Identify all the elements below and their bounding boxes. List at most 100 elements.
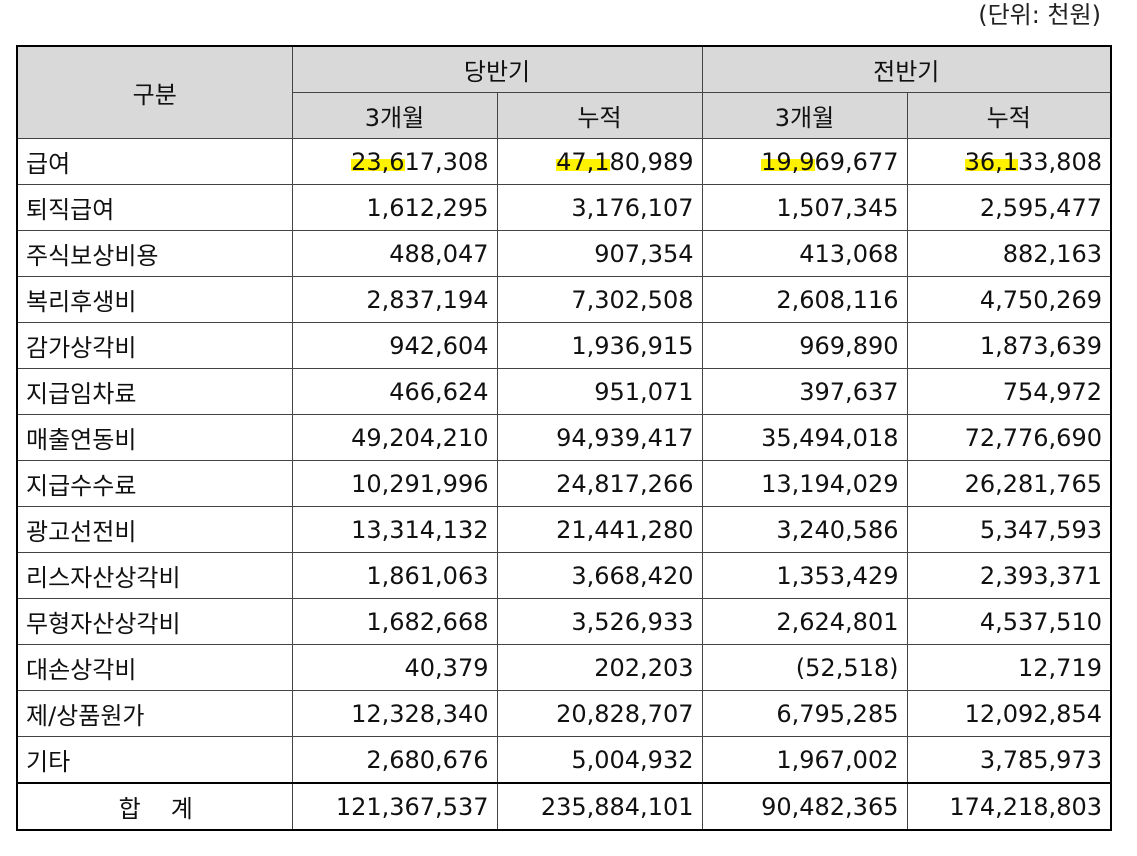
cell-current-cumulative: 951,071: [496, 368, 703, 415]
row-label: 지급수수료: [16, 460, 293, 507]
cell-current-3months: 40,379: [291, 644, 498, 691]
cell-current-cumulative: 20,828,707: [496, 690, 703, 737]
cell-prior-3months: 2,624,801: [701, 598, 908, 645]
cell-current-cumulative: 24,817,266: [496, 460, 703, 507]
row-label: 급여: [16, 138, 293, 185]
table-row: 급여 23,617,308 47,180,989 19,969,677 36,133,8…: [16, 138, 1112, 185]
row-label: 대손상각비: [16, 644, 293, 691]
cell-current-3months: 2,837,194: [291, 276, 498, 323]
cell-current-3months: 13,314,132: [291, 506, 498, 553]
cell-prior-3months: 1,353,429: [701, 552, 908, 599]
highlight-mark: 47,1: [556, 147, 610, 176]
table-row: 무형자산상각비 1,682,668 3,526,933 2,624,801 4,537,…: [16, 598, 1112, 645]
cell-current-3months: 12,328,340: [291, 690, 498, 737]
header-prior-period: 전반기: [701, 45, 1112, 93]
table-row: 감가상각비 942,604 1,936,915 969,890 1,873,639: [16, 322, 1112, 369]
cell-current-cumulative: 47,180,989: [496, 138, 703, 185]
cell-prior-3months: 90,482,365: [701, 782, 908, 831]
value-rest: 69,677: [814, 147, 899, 176]
cell-prior-3months: 397,637: [701, 368, 908, 415]
cell-current-cumulative: 94,939,417: [496, 414, 703, 461]
unit-note: (단위: 천원): [978, 1, 1101, 29]
cell-current-3months: 121,367,537: [291, 782, 498, 831]
cell-current-3months: 942,604: [291, 322, 498, 369]
row-label: 감가상각비: [16, 322, 293, 369]
table-body: 급여 23,617,308 47,180,989 19,969,677 36,133,8…: [16, 138, 1112, 831]
cell-prior-cumulative: 2,393,371: [906, 552, 1112, 599]
row-label: 리스자산상각비: [16, 552, 293, 599]
cell-current-cumulative: 21,441,280: [496, 506, 703, 553]
table-row: 대손상각비 40,379 202,203 (52,518) 12,719: [16, 644, 1112, 691]
cell-prior-cumulative: 3,785,973: [906, 736, 1112, 784]
table-row: 기타 2,680,676 5,004,932 1,967,002 3,785,973: [16, 736, 1112, 784]
cell-current-cumulative: 1,936,915: [496, 322, 703, 369]
cell-prior-cumulative: 26,281,765: [906, 460, 1112, 507]
cell-prior-cumulative: 882,163: [906, 230, 1112, 277]
value-rest: 17,308: [404, 147, 489, 176]
total-row: 합계 121,367,537 235,884,101 90,482,365 174,21…: [16, 782, 1112, 831]
cell-current-3months: 488,047: [291, 230, 498, 277]
cell-prior-cumulative: 4,750,269: [906, 276, 1112, 323]
cell-current-cumulative: 3,668,420: [496, 552, 703, 599]
cell-current-cumulative: 3,176,107: [496, 184, 703, 231]
row-label: 제/상품원가: [16, 690, 293, 737]
cell-prior-3months: 1,967,002: [701, 736, 908, 784]
row-label: 합계: [16, 782, 293, 831]
cell-prior-cumulative: 2,595,477: [906, 184, 1112, 231]
table-row: 광고선전비 13,314,132 21,441,280 3,240,586 5,347,…: [16, 506, 1112, 553]
highlight-mark: 36,1: [964, 147, 1019, 176]
header-current-period: 당반기: [291, 45, 703, 93]
cell-prior-3months: 2,608,116: [701, 276, 908, 323]
table-row: 지급수수료 10,291,996 24,817,266 13,194,029 26,28…: [16, 460, 1112, 507]
table-header: 구분 당반기 전반기 3개월 누적 3개월 누적: [16, 45, 1112, 139]
cell-current-3months: 10,291,996: [291, 460, 498, 507]
cell-prior-3months: 3,240,586: [701, 506, 908, 553]
value-rest: 33,808: [1018, 147, 1102, 176]
cell-prior-3months: 413,068: [701, 230, 908, 277]
cell-prior-3months: 35,494,018: [701, 414, 908, 461]
cell-prior-cumulative: 12,719: [906, 644, 1112, 691]
header-prior-3months: 3개월: [701, 92, 908, 139]
cell-prior-3months: 13,194,029: [701, 460, 908, 507]
cell-current-3months: 2,680,676: [291, 736, 498, 784]
cell-prior-cumulative: 72,776,690: [906, 414, 1112, 461]
header-category: 구분: [16, 45, 293, 139]
cell-prior-cumulative: 754,972: [906, 368, 1112, 415]
value-rest: 80,989: [609, 147, 694, 176]
table-row: 주식보상비용 488,047 907,354 413,068 882,163: [16, 230, 1112, 277]
cell-prior-cumulative: 4,537,510: [906, 598, 1112, 645]
cell-prior-3months: 19,969,677: [701, 138, 908, 185]
cell-prior-cumulative: 174,218,803: [906, 782, 1112, 831]
cell-current-3months: 49,204,210: [291, 414, 498, 461]
row-label: 무형자산상각비: [16, 598, 293, 645]
cell-current-cumulative: 3,526,933: [496, 598, 703, 645]
cell-current-3months: 1,861,063: [291, 552, 498, 599]
table-row: 복리후생비 2,837,194 7,302,508 2,608,116 4,750,26…: [16, 276, 1112, 323]
cell-prior-cumulative: 36,133,808: [906, 138, 1112, 185]
cell-prior-3months: 6,795,285: [701, 690, 908, 737]
cell-current-cumulative: 907,354: [496, 230, 703, 277]
header-current-3months: 3개월: [291, 92, 498, 139]
row-label: 광고선전비: [16, 506, 293, 553]
row-label: 복리후생비: [16, 276, 293, 323]
table-row: 퇴직급여 1,612,295 3,176,107 1,507,345 2,595,477: [16, 184, 1112, 231]
cell-current-cumulative: 5,004,932: [496, 736, 703, 784]
row-label: 기타: [16, 736, 293, 784]
row-label: 주식보상비용: [16, 230, 293, 277]
cell-prior-cumulative: 1,873,639: [906, 322, 1112, 369]
cell-prior-cumulative: 12,092,854: [906, 690, 1112, 737]
row-label: 퇴직급여: [16, 184, 293, 231]
table-row: 제/상품원가 12,328,340 20,828,707 6,795,285 12,09…: [16, 690, 1112, 737]
table-row: 리스자산상각비 1,861,063 3,668,420 1,353,429 2,393,…: [16, 552, 1112, 599]
highlight-mark: 23,6: [351, 147, 405, 176]
cell-current-cumulative: 202,203: [496, 644, 703, 691]
cell-current-3months: 1,612,295: [291, 184, 498, 231]
cell-prior-cumulative: 5,347,593: [906, 506, 1112, 553]
expense-table: 구분 당반기 전반기 3개월 누적 3개월 누적 급여 23,617,308 47,…: [16, 45, 1112, 831]
header-prior-cumulative: 누적: [906, 92, 1112, 139]
row-label: 매출연동비: [16, 414, 293, 461]
row-label: 지급임차료: [16, 368, 293, 415]
cell-prior-3months: 969,890: [701, 322, 908, 369]
cell-current-cumulative: 7,302,508: [496, 276, 703, 323]
cell-current-3months: 1,682,668: [291, 598, 498, 645]
